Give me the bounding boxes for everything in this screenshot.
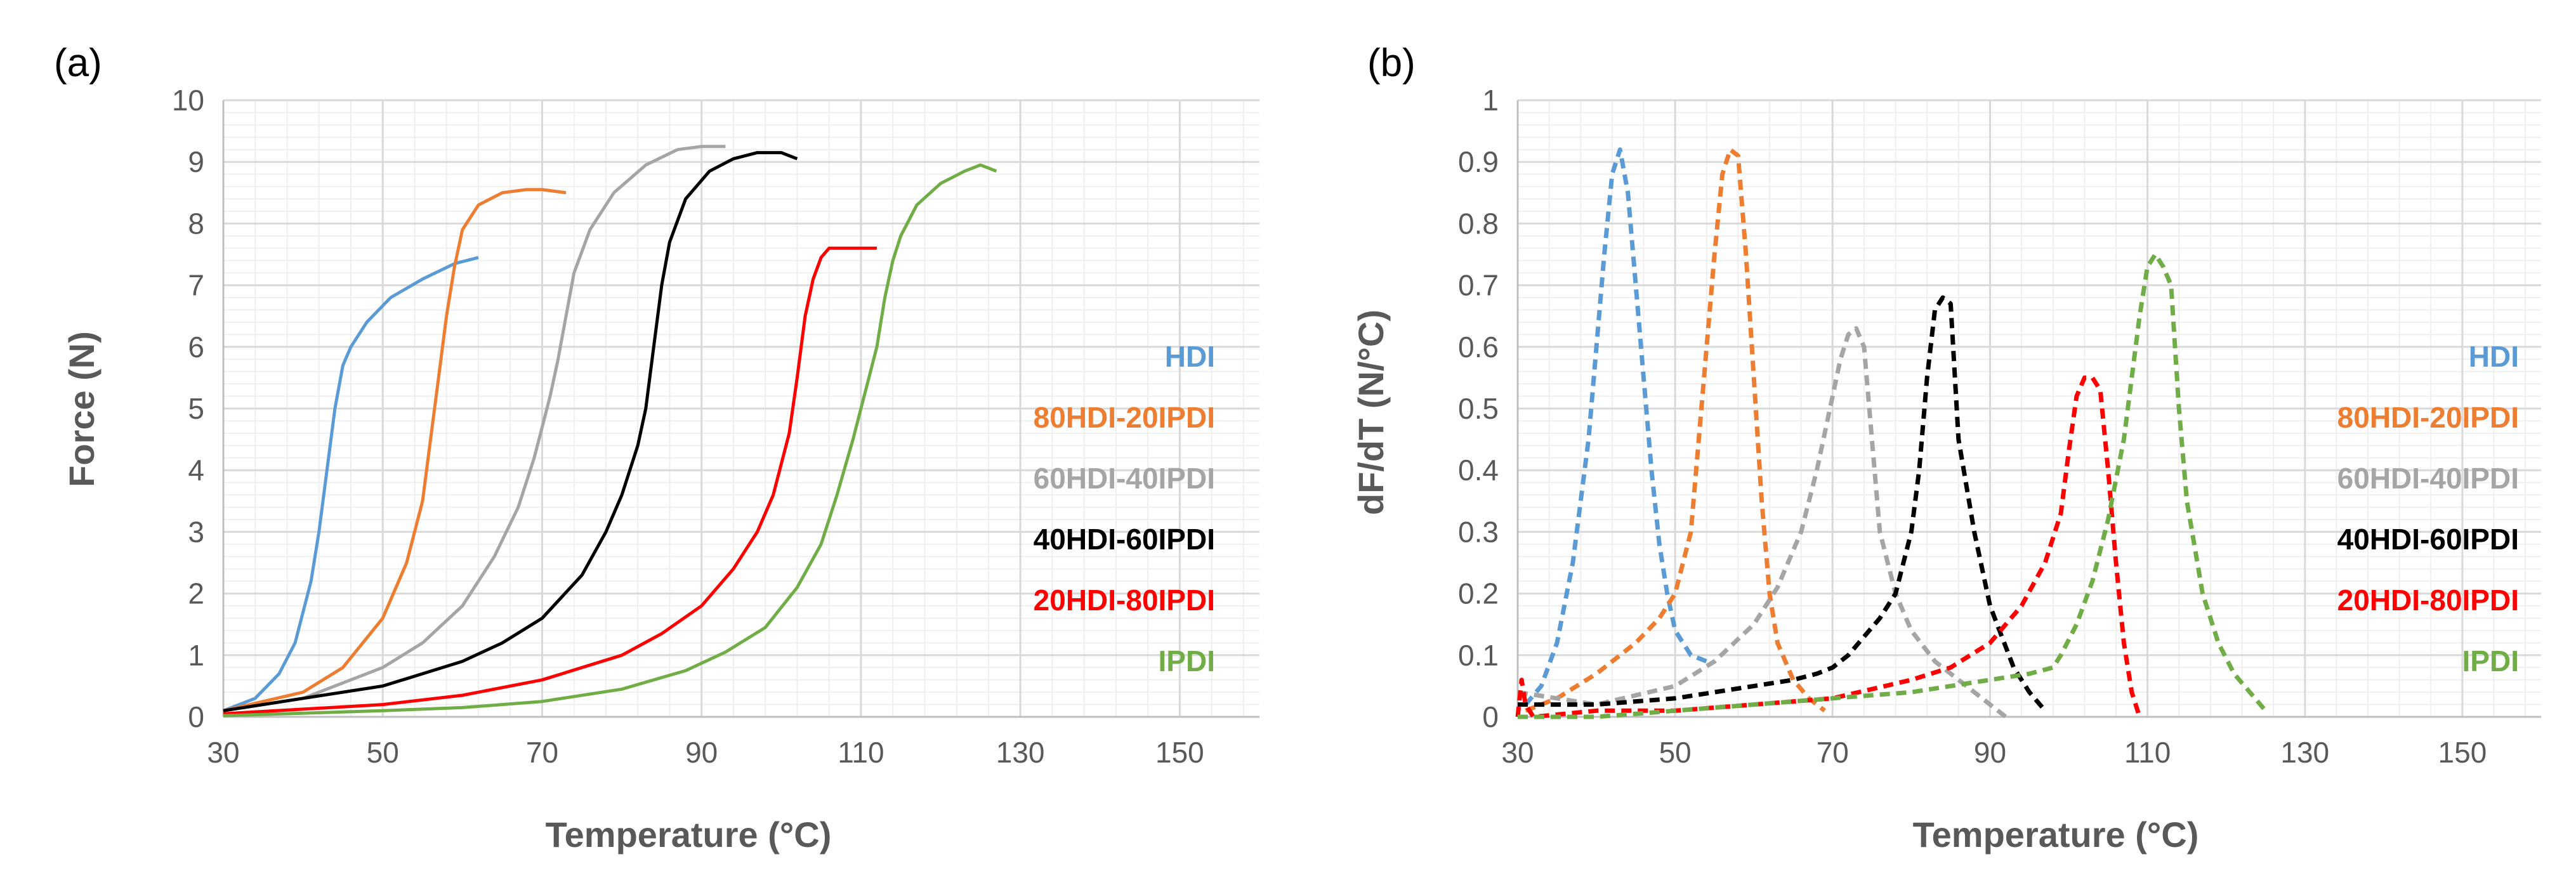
dfdt-y-tick-label: 0 [1482,700,1499,733]
force-y-tick-label: 6 [188,331,204,364]
force-plot-x-axis-title: Temperature (°C) [546,815,832,855]
dfdt-x-tick-label: 30 [1501,736,1534,769]
dfdt-y-tick-label: 1 [1482,84,1499,117]
dfdt-x-tick-label: 110 [2124,736,2171,769]
dfdt-y-tick-label: 0.4 [1458,454,1499,487]
dfdt-legend-40hdi-60ipdi: 40HDI-60IPDI [2337,523,2519,556]
dfdt-x-tick-label: 130 [2280,736,2329,769]
dfdt-legend-80hdi-20ipdi: 80HDI-20IPDI [2337,401,2519,434]
dfdt-plot-legend: HDI 80HDI-20IPDI 60HDI-40IPDI 40HDI-60IPDI 2… [2337,340,2519,678]
force-y-tick-label: 10 [172,84,204,117]
dfdt-y-tick-label: 0.6 [1458,331,1499,364]
force-x-tick-label: 150 [1155,736,1204,769]
dfdt-x-tick-label: 70 [1817,736,1849,769]
force-series-40hdi-60ipdi [223,151,798,712]
force-series-hdi [223,256,479,712]
force-x-tick-label: 30 [207,736,239,769]
dfdt-series-60hdi-40ipdi [1517,326,2008,719]
dfdt-x-tick-label: 150 [2438,736,2487,769]
force-y-tick-label: 8 [188,207,204,240]
force-series-60hdi-40ipdi [223,145,726,712]
force-x-tick-label: 90 [685,736,718,769]
force-y-tick-label: 0 [188,700,204,733]
dfdt-y-tick-label: 0.2 [1458,577,1499,610]
dfdt-series-40hdi-60ipdi [1518,295,2047,712]
force-legend-20hdi-80ipdi: 20HDI-80IPDI [1034,584,1215,617]
force-plot-y-axis-title: Force (N) [62,331,102,487]
force-x-tick-label: 50 [367,736,399,769]
dfdt-series-hdi [1523,147,1708,706]
dfdt-plot-y-axis-title: dF/dT (N/°C) [1351,310,1391,515]
dfdt-x-tick-label: 90 [1974,736,2006,769]
force-series-ipdi [223,163,997,717]
force-x-tick-label: 110 [838,736,884,769]
dfdt-series-20hdi-80ipdi [1515,375,2142,719]
force-plot-legend: HDI 80HDI-20IPDI 60HDI-40IPDI 40HDI-60IPDI 2… [1034,340,1215,678]
dfdt-series-ipdi [1518,252,2268,719]
force-y-tick-label: 9 [188,145,204,178]
force-legend-40hdi-60ipdi: 40HDI-60IPDI [1034,523,1215,556]
dfdt-series-80hdi-20ipdi [1525,147,1827,713]
force-y-tick-label: 1 [188,639,204,672]
dfdt-plot-x-axis-title: Temperature (°C) [1913,815,2199,855]
dfdt-y-tick-label: 0.3 [1458,515,1499,548]
dfdt-vs-temperature-plot: 30 50 70 90 110 130 150 0 0.1 0.2 0.3 0.4 0.5 0.6 0.7 0… [1458,84,2541,769]
dfdt-y-tick-label: 0.9 [1458,145,1499,178]
force-legend-80hdi-20ipdi: 80HDI-20IPDI [1034,401,1215,434]
force-y-tick-label: 2 [188,577,204,610]
force-y-tick-label: 4 [188,454,204,487]
dfdt-y-tick-label: 0.5 [1458,392,1499,425]
dfdt-y-tick-label: 0.1 [1458,639,1499,672]
force-legend-60hdi-40ipdi: 60HDI-40IPDI [1034,462,1215,495]
dfdt-legend-20hdi-80ipdi: 20HDI-80IPDI [2337,584,2519,617]
panel-a-label: (a) [54,41,102,85]
panel-b-label: (b) [1367,41,1416,85]
dfdt-legend-ipdi: IPDI [2462,645,2519,678]
force-legend-ipdi: IPDI [1159,645,1215,678]
force-series-20hdi-80ipdi [223,246,877,716]
dfdt-y-tick-label: 0.7 [1458,269,1499,302]
force-vs-temperature-plot: 30 50 70 90 110 130 150 0 1 2 3 4 5 6 7 8 9 10 [172,84,1259,769]
dfdt-y-tick-label: 0.8 [1458,207,1499,240]
force-x-tick-label: 130 [996,736,1045,769]
dfdt-legend-hdi: HDI [2469,340,2519,373]
force-y-tick-label: 5 [188,392,204,425]
force-legend-hdi: HDI [1165,340,1215,373]
force-series-80hdi-20ipdi [223,188,567,712]
force-x-tick-label: 70 [526,736,558,769]
force-y-tick-label: 7 [188,269,204,302]
dfdt-legend-60hdi-40ipdi: 60HDI-40IPDI [2337,462,2519,495]
force-y-tick-label: 3 [188,515,204,548]
dfdt-x-tick-label: 50 [1659,736,1692,769]
